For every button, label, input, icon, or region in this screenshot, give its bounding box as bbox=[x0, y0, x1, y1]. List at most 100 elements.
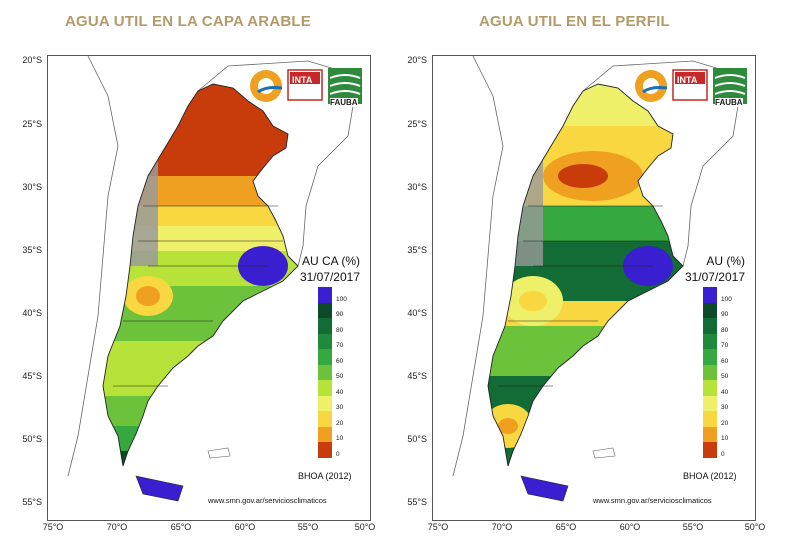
lat-tick-label: 30°S bbox=[407, 182, 427, 192]
legend-label: 60 bbox=[721, 358, 729, 365]
source-label: BHOA (2012) bbox=[298, 471, 352, 481]
legend-label: 20 bbox=[721, 420, 729, 427]
legend-date: 31/07/2017 bbox=[684, 270, 745, 284]
legend-label: 30 bbox=[721, 404, 729, 411]
legend-label: 0 bbox=[721, 451, 725, 458]
legend-swatch bbox=[318, 395, 332, 411]
panel-title: AGUA UTIL EN LA CAPA ARABLE bbox=[65, 13, 311, 30]
legend-swatch bbox=[703, 349, 717, 365]
legend-swatch bbox=[703, 302, 717, 318]
source-label: BHOA (2012) bbox=[683, 471, 737, 481]
legend-label: 10 bbox=[721, 435, 729, 442]
chile-coastline bbox=[67, 56, 119, 477]
lon-tick-label: 50°O bbox=[354, 522, 376, 532]
legend-swatch bbox=[318, 333, 332, 349]
lon-tick-label: 60°O bbox=[619, 522, 641, 532]
legend-swatch bbox=[703, 318, 717, 334]
legend-swatch bbox=[703, 364, 717, 380]
neighbor-border bbox=[582, 60, 744, 267]
legend-swatch bbox=[318, 411, 332, 427]
legend-swatch bbox=[318, 287, 332, 303]
province-borders bbox=[498, 205, 668, 387]
legend-swatch bbox=[703, 426, 717, 442]
legend-label: 40 bbox=[336, 389, 344, 396]
lat-tick-label: 25°S bbox=[22, 119, 42, 129]
logo-group: INTA FAUBA bbox=[248, 66, 366, 113]
legend-swatch bbox=[318, 426, 332, 442]
legend-swatch bbox=[703, 287, 717, 303]
color-legend bbox=[318, 287, 332, 458]
source-url: www.smn.gov.ar/serviciosclimaticos bbox=[593, 496, 712, 505]
legend-label: 10 bbox=[336, 435, 344, 442]
lon-tick-label: 55°O bbox=[297, 522, 319, 532]
legend-swatch bbox=[318, 364, 332, 380]
fauba-logo-label: FAUBA bbox=[715, 98, 743, 107]
legend-label: 50 bbox=[721, 373, 729, 380]
neighbor-border bbox=[197, 60, 359, 267]
legend-label: 30 bbox=[336, 404, 344, 411]
legend-label: 100 bbox=[721, 296, 732, 303]
lat-tick-label: 55°S bbox=[407, 497, 427, 507]
color-legend bbox=[703, 287, 717, 458]
inta-logo-label: INTA bbox=[292, 75, 313, 85]
legend-label: 70 bbox=[336, 342, 344, 349]
islas-malvinas bbox=[207, 447, 231, 459]
legend-swatch bbox=[318, 302, 332, 318]
lon-tick-label: 55°O bbox=[682, 522, 704, 532]
choropleth-map bbox=[67, 56, 359, 502]
tierra-del-fuego bbox=[520, 475, 569, 502]
legend-swatch bbox=[318, 318, 332, 334]
map-frame: INTA FAUBA AU (%) 31/07/2017 100 90 80 7… bbox=[432, 55, 756, 521]
legend-swatch bbox=[318, 442, 332, 458]
source-url: www.smn.gov.ar/serviciosclimaticos bbox=[208, 496, 327, 505]
legend-swatch bbox=[318, 380, 332, 396]
chile-coastline bbox=[452, 56, 504, 477]
lat-tick-label: 35°S bbox=[22, 245, 42, 255]
lon-tick-label: 65°O bbox=[170, 522, 192, 532]
lat-tick-label: 40°S bbox=[407, 308, 427, 318]
lat-tick-label: 55°S bbox=[22, 497, 42, 507]
lat-tick-label: 45°S bbox=[22, 371, 42, 381]
lat-tick-label: 20°S bbox=[407, 55, 427, 65]
legend-swatch bbox=[703, 411, 717, 427]
argentina-outline bbox=[102, 83, 299, 467]
province-borders bbox=[113, 205, 283, 387]
legend-variable-label: AU (%) bbox=[706, 254, 745, 268]
lat-tick-label: 45°S bbox=[407, 371, 427, 381]
legend-label: 0 bbox=[336, 451, 340, 458]
panel-title: AGUA UTIL EN EL PERFIL bbox=[479, 13, 670, 30]
legend-label: 80 bbox=[336, 327, 344, 334]
fauba-logo-label: FAUBA bbox=[330, 98, 358, 107]
legend-swatch bbox=[703, 333, 717, 349]
legend-swatch bbox=[318, 349, 332, 365]
lat-tick-label: 50°S bbox=[407, 434, 427, 444]
legend-label: 90 bbox=[721, 311, 729, 318]
tierra-del-fuego bbox=[135, 475, 184, 502]
map-frame: INTA FAUBA AU CA (%) 31/07/2017 10 0 90 8… bbox=[47, 55, 371, 521]
lon-tick-label: 70°O bbox=[106, 522, 128, 532]
legend-label: 60 bbox=[336, 358, 344, 365]
lat-tick-label: 50°S bbox=[22, 434, 42, 444]
legend-label: 50 bbox=[336, 373, 344, 380]
legend-label: 70 bbox=[721, 342, 729, 349]
lon-tick-label: 75°O bbox=[42, 522, 64, 532]
lat-tick-label: 30°S bbox=[22, 182, 42, 192]
legend-label: 80 bbox=[721, 327, 729, 334]
legend-swatch bbox=[703, 380, 717, 396]
legend-swatch bbox=[703, 442, 717, 458]
lon-tick-label: 50°O bbox=[744, 522, 766, 532]
legend-date: 31/07/2017 bbox=[299, 270, 360, 284]
legend-label: 90 bbox=[336, 311, 344, 318]
lat-tick-label: 25°S bbox=[407, 119, 427, 129]
legend-label: 40 bbox=[721, 389, 729, 396]
lat-tick-label: 20°S bbox=[22, 55, 42, 65]
argentina-outline bbox=[487, 83, 684, 467]
lon-tick-label: 60°O bbox=[234, 522, 256, 532]
inta-logo-label: INTA bbox=[677, 75, 698, 85]
legend-variable-label: AU CA (%) bbox=[301, 254, 360, 268]
lon-tick-label: 70°O bbox=[491, 522, 513, 532]
islas-malvinas bbox=[592, 447, 616, 459]
lat-tick-label: 40°S bbox=[22, 308, 42, 318]
lon-tick-label: 75°O bbox=[427, 522, 449, 532]
lat-tick-label: 35°S bbox=[407, 245, 427, 255]
